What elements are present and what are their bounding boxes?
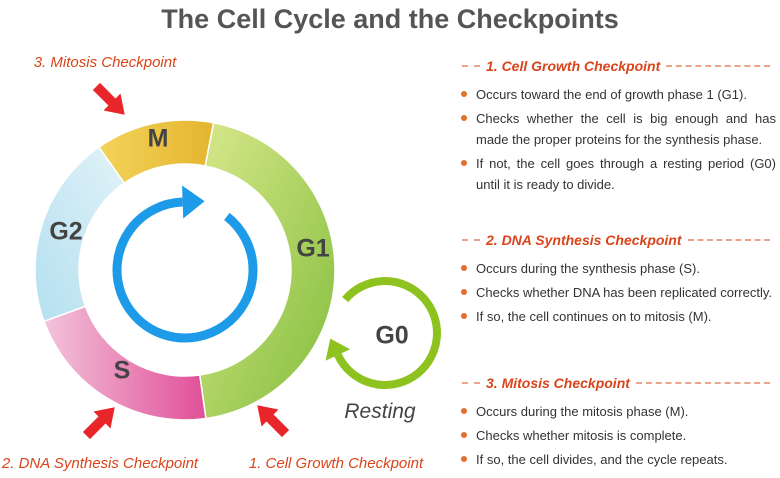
- bullet: If so, the cell continues on to mitosis …: [461, 306, 776, 327]
- checkpoint-section: 1. Cell Growth Checkpoint Occurs toward …: [456, 58, 776, 198]
- checkpoint-arrow: [92, 82, 125, 115]
- checkpoint-label: 1. Cell Growth Checkpoint: [249, 455, 424, 472]
- bullet: Occurs during the synthesis phase (S).: [461, 258, 776, 279]
- phase-label: G0: [375, 322, 408, 350]
- ring-segment: [34, 146, 126, 323]
- cycle-ring: [34, 119, 336, 421]
- bullet: Occurs toward the end of growth phase 1 …: [461, 84, 776, 105]
- phase-label: G1: [296, 235, 329, 263]
- checkpoint-label: 2. DNA Synthesis Checkpoint: [1, 455, 199, 472]
- bullet: Occurs during the mitosis phase (M).: [461, 401, 776, 422]
- cycle-diagram: M G1 S G2 G0 Resting 3. Mitosis Checkpoi…: [1, 54, 441, 472]
- checkpoint-section: 2. DNA Synthesis Checkpoint Occurs durin…: [456, 232, 776, 330]
- section-title: 2. DNA Synthesis Checkpoint: [456, 232, 776, 248]
- bullet: If not, the cell goes through a resting …: [461, 153, 776, 195]
- checkpoint-section: 3. Mitosis Checkpoint Occurs during the …: [456, 375, 776, 473]
- arrows: [112, 185, 441, 389]
- bullet-list: Occurs during the mitosis phase (M). Che…: [456, 401, 776, 470]
- resting-label: Resting: [344, 400, 416, 423]
- arrow-head: [182, 185, 205, 219]
- bullet: Checks whether the cell is big enough an…: [461, 108, 776, 150]
- checkpoint-label: 3. Mitosis Checkpoint: [34, 54, 177, 71]
- phase-label: M: [148, 125, 169, 153]
- checkpoint-arrow: [257, 405, 290, 438]
- cycle-arrow: [112, 197, 258, 343]
- arrow-head: [325, 338, 351, 361]
- bullet-list: Occurs during the synthesis phase (S). C…: [456, 258, 776, 327]
- bullet: Checks whether DNA has been replicated c…: [461, 282, 776, 303]
- checkpoint-arrow: [82, 407, 115, 440]
- section-title: 3. Mitosis Checkpoint: [456, 375, 776, 391]
- bullet: Checks whether mitosis is complete.: [461, 425, 776, 446]
- section-title: 1. Cell Growth Checkpoint: [456, 58, 776, 74]
- ring-segment: [198, 121, 336, 420]
- phase-label: G2: [49, 218, 82, 246]
- title: The Cell Cycle and the Checkpoints: [161, 4, 619, 34]
- cycle-arrow: [334, 277, 441, 389]
- bullet: If so, the cell divides, and the cycle r…: [461, 449, 776, 470]
- phase-label: S: [114, 357, 131, 385]
- bullet-list: Occurs toward the end of growth phase 1 …: [456, 84, 776, 195]
